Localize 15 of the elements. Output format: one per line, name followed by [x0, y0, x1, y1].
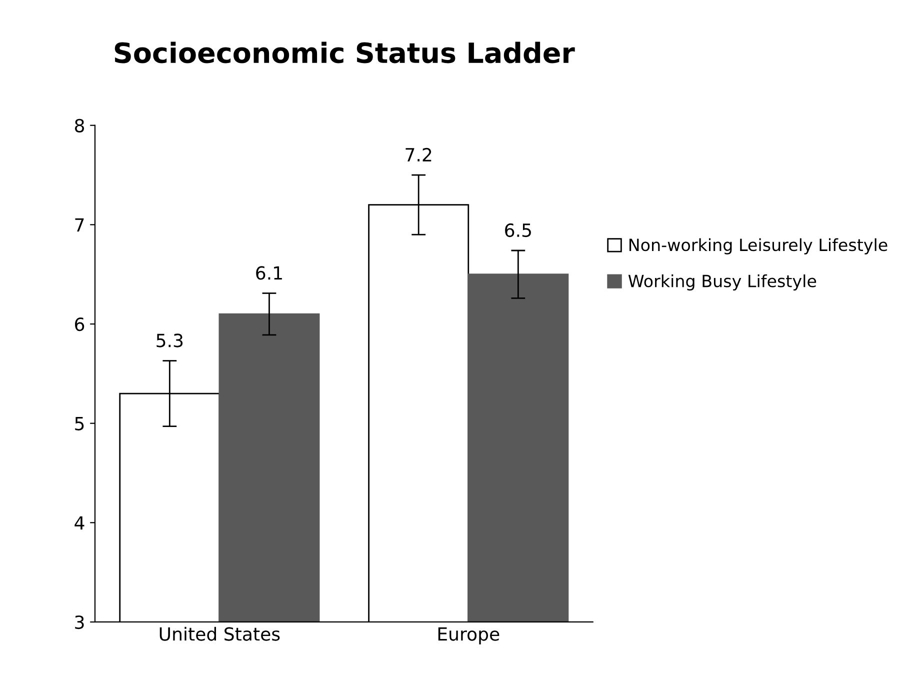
x-tick-label: Europe	[438, 627, 500, 644]
data-label: 6.5	[505, 223, 531, 238]
legend-label: Non-working Leisurely Lifestyle	[629, 238, 888, 254]
data-label: 5.3	[156, 334, 183, 348]
y-tick-label: 4	[74, 516, 84, 530]
y-tick-label: 6	[75, 317, 84, 332]
y-tick-label: 3	[75, 615, 84, 630]
chart-title: Socioeconomic Status Ladder	[114, 42, 575, 64]
y-tick-label: 8	[74, 118, 84, 132]
y-tick-label: 5	[75, 417, 84, 430]
data-label: 7.2	[406, 148, 432, 162]
data-label: 6.1	[256, 266, 282, 280]
y-tick-label: 7	[75, 218, 84, 232]
x-tick-label: United States	[160, 626, 280, 641]
legend-label: Working Busy Lifestyle	[628, 274, 816, 291]
